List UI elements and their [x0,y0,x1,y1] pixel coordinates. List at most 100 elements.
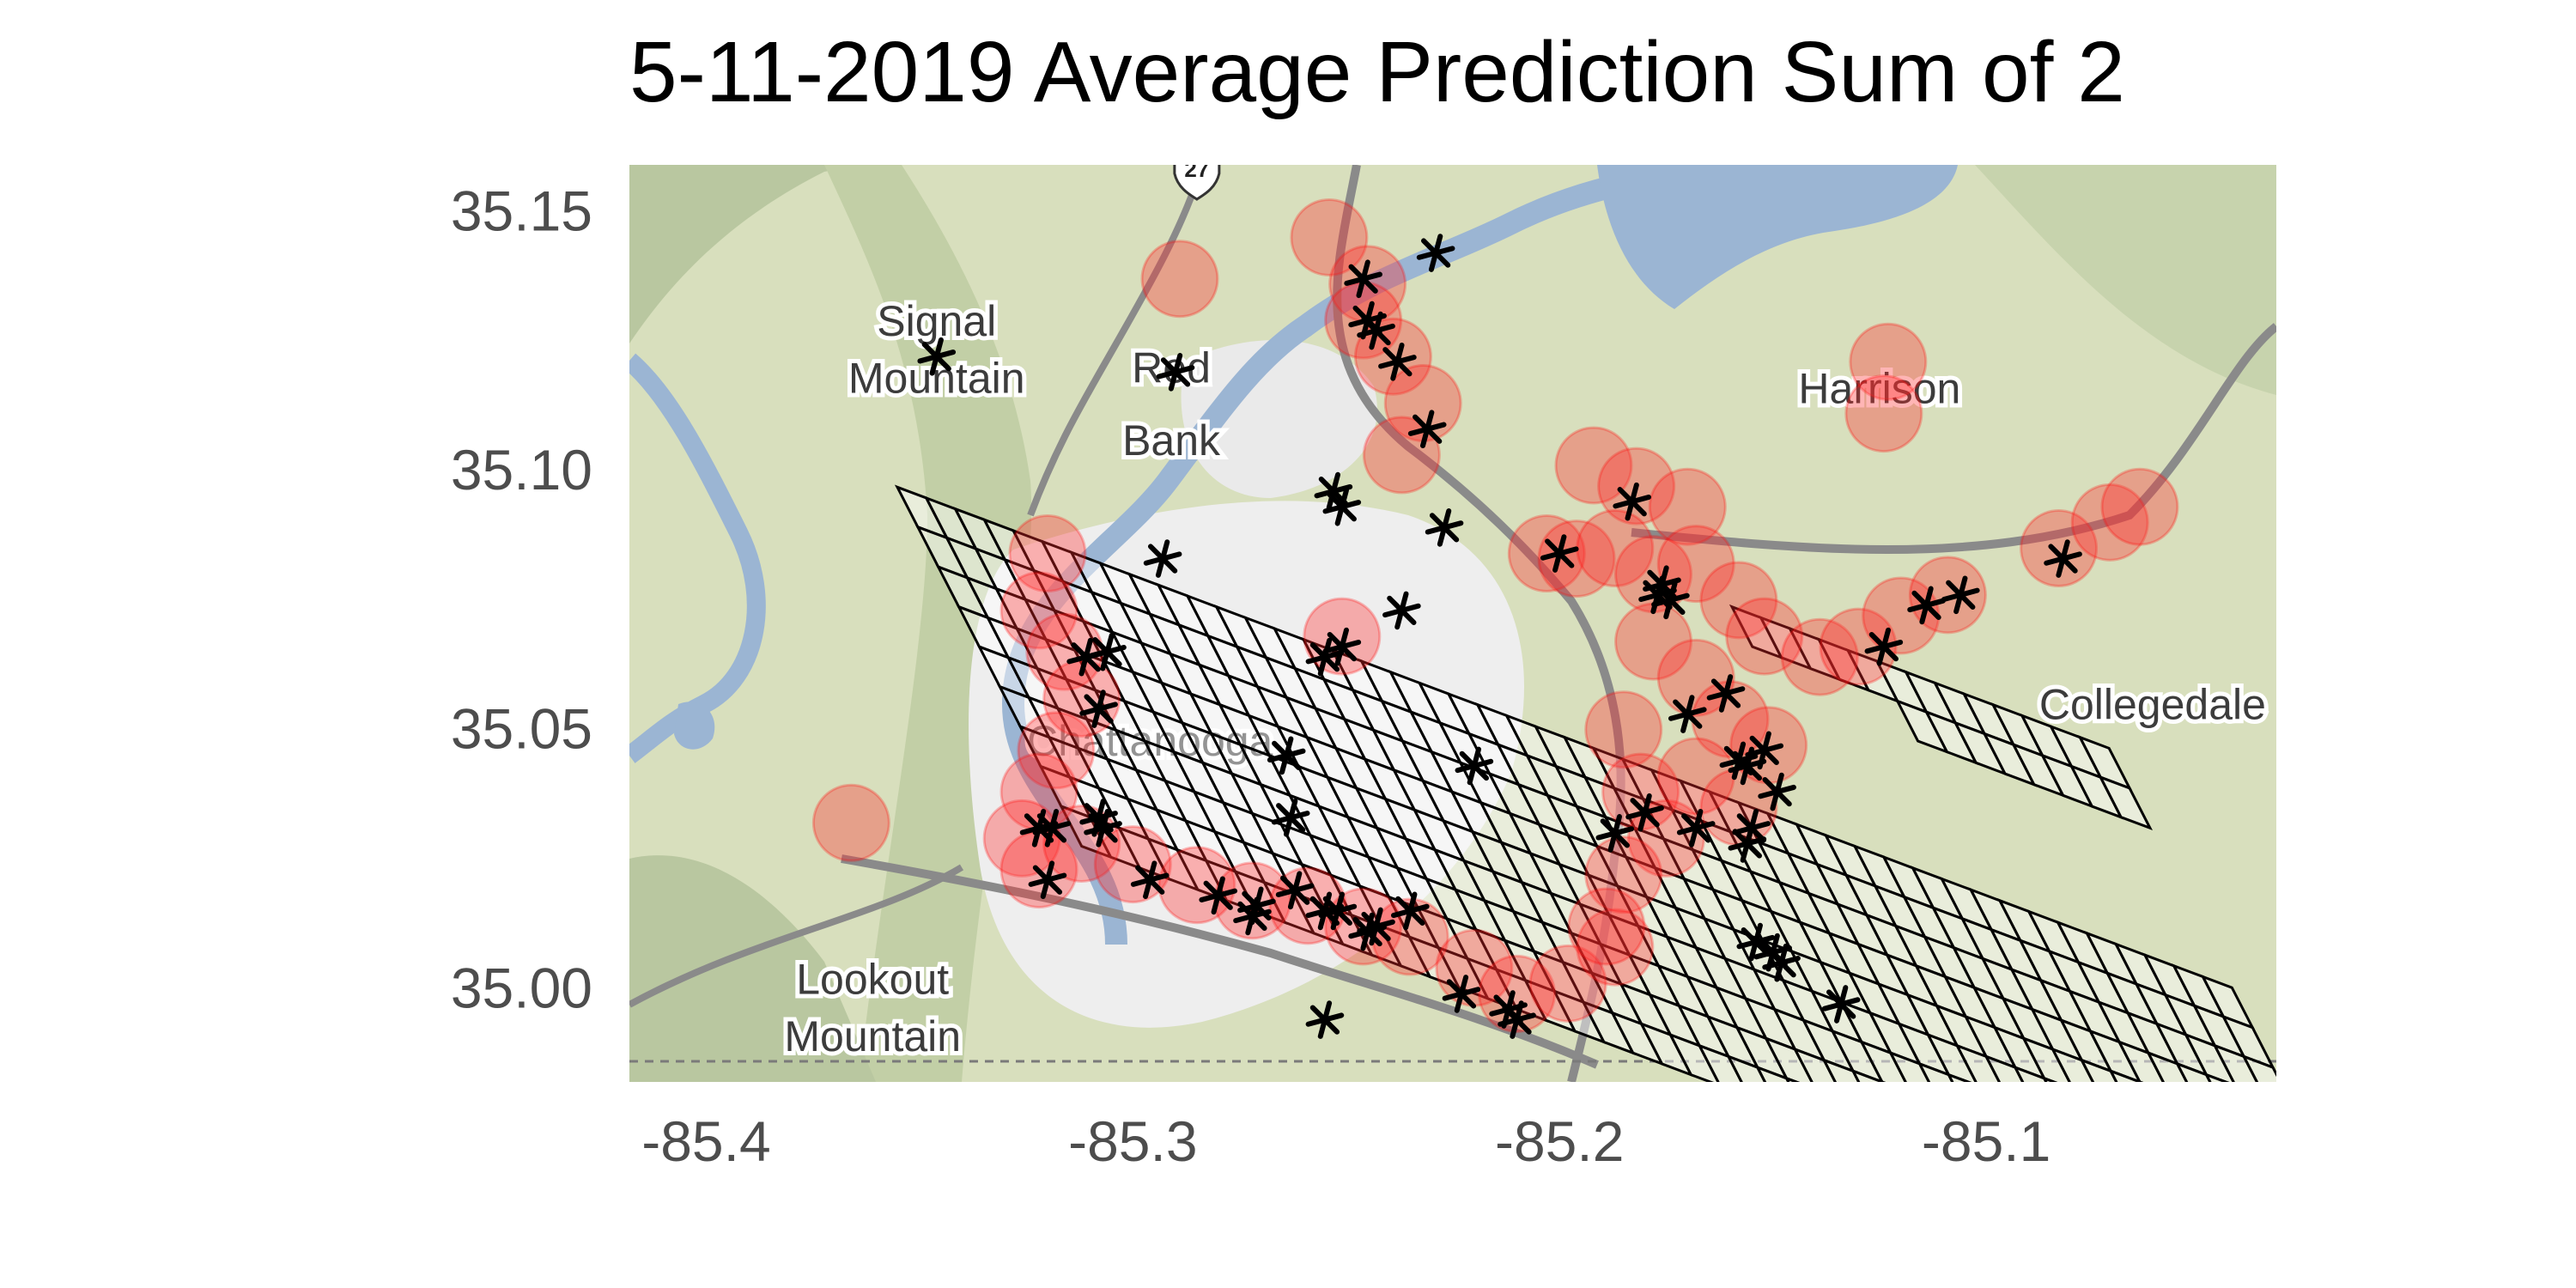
grid-cell [2065,1118,2115,1169]
incident-marker [1595,814,1635,853]
x-tick-label: -85.4 [641,1109,770,1173]
incident-marker [1199,876,1238,915]
river [629,353,766,763]
grid-cell [2093,1129,2143,1180]
x-tick-label: -85.2 [1495,1109,1624,1173]
grid-cell [2256,1126,2306,1176]
incident-marker [1762,943,1801,982]
prediction-circle [1844,374,1923,453]
grid-cell [1925,1032,1978,1082]
prediction-circle [1303,597,1382,676]
grid-cell [2131,1111,2181,1162]
y-tick-label: 35.05 [451,697,592,761]
terrain-ridge [629,855,876,1082]
grid-cell [2285,1136,2335,1187]
plot-area[interactable]: SignalMountainRedBankHarrisonChattanooga… [629,144,2416,1288]
grid-cell [2102,1100,2152,1151]
incident-marker [1357,311,1395,350]
incident-marker [1275,871,1315,910]
grid-cell [2164,1220,2214,1271]
prediction-circle [1140,240,1219,319]
grid-cell [2074,1089,2123,1139]
incident-marker [1088,632,1127,671]
x-tick-label: -85.3 [1068,1109,1197,1173]
grid-cell [1783,1076,1801,1082]
place-label: Mountain [848,354,1025,402]
grid-cell [1858,1039,1907,1082]
incident-marker [1442,975,1481,1013]
incident-marker [1322,627,1362,666]
grid-cell [2136,1079,2144,1082]
prediction-circle [999,571,1078,650]
incident-marker [1267,736,1306,775]
grid-cell [1725,1054,1767,1082]
prediction-circle [1017,711,1096,790]
place-label: Harrison [1798,365,1960,413]
grid-cell [1954,1043,2002,1082]
incident-marker [1498,1000,1536,1039]
grid-cell [2306,1176,2355,1227]
incident-marker [1357,907,1395,946]
highway [1027,165,1206,517]
x-tick-label: -85.1 [1922,1109,2050,1173]
grid-cell [2203,1072,2230,1082]
grid-cell [1821,1057,1861,1082]
grid-cell [2309,1274,2359,1288]
incident-marker [1084,809,1122,848]
grid-cell [2105,1198,2155,1249]
grid-cell [1815,1089,1865,1139]
incident-marker [917,337,957,376]
prediction-circle [1584,690,1663,769]
route-shield-icon: 27 [1173,165,1221,201]
grid-cell [2174,1061,2212,1082]
y-tick-label: 35.10 [451,438,592,501]
x-axis: -85.4 -85.3 -85.2 -85.1 [641,1109,2050,1173]
lake [1597,165,1958,309]
incident-marker [1728,824,1767,863]
prediction-circle [1725,597,1804,676]
incident-marker [1028,860,1067,899]
grid-cell [1668,1032,1720,1082]
incident-marker [1322,487,1362,526]
grid-cell [1830,1029,1884,1082]
grid-cell [1946,1072,1972,1082]
incident-marker [1736,922,1776,962]
grid-cell [2041,1076,2058,1082]
incident-markers [917,234,2082,1039]
prediction-circle [1699,561,1778,640]
grid-cell [2193,1230,2243,1281]
grid-cell [2247,1155,2297,1206]
incident-marker [1271,798,1310,837]
incident-marker [1941,575,1980,615]
grid-cell [2145,1050,2189,1082]
incident-marker [1416,234,1455,272]
terrain-ridge [629,165,859,343]
grid-cell [2020,1036,2071,1082]
grid-cell [1983,1054,2025,1082]
incident-marker [1625,793,1664,832]
prediction-circle [1008,514,1087,593]
place-label: Lookout [796,955,949,1003]
y-tick-label: 35.15 [451,179,592,242]
prediction-circle [1908,556,1987,635]
place-label: Bank [1122,416,1221,465]
grid-cell [2190,1133,2239,1183]
incident-marker [1318,891,1358,931]
incident-marker [1864,627,1904,666]
grid-cell [1697,1043,1743,1082]
grid-cell [2318,1245,2367,1288]
grid-cell [2347,1256,2397,1288]
prediction-circle [1537,519,1616,598]
incident-marker [1305,1000,1345,1039]
highway [841,854,1599,1069]
grid-cell [2288,1234,2338,1285]
grid-cell [2085,1158,2135,1209]
prediction-circle [811,783,890,862]
grid-cell [2048,1176,2098,1227]
grid-cell [2087,1029,2142,1082]
grid-cell [2264,1097,2314,1147]
grid-cell [1874,1111,1923,1162]
incident-marker [1079,690,1118,728]
grid-cell [1850,1068,1884,1082]
prediction-circle [2100,467,2179,546]
